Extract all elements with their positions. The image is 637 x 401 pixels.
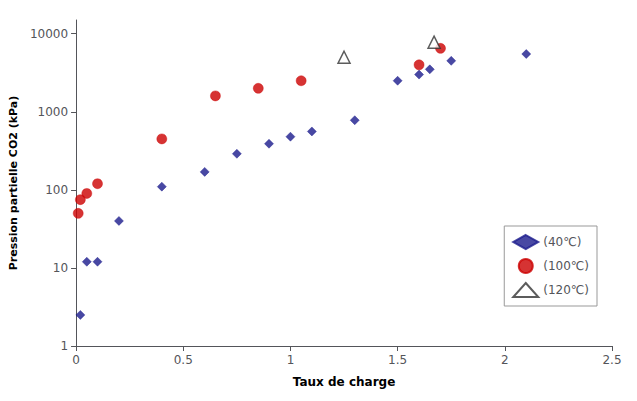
svg-text:(120℃): (120℃) — [543, 283, 589, 297]
svg-text:0: 0 — [72, 353, 80, 367]
svg-text:(100℃): (100℃) — [543, 259, 589, 273]
svg-text:1: 1 — [60, 339, 68, 353]
svg-text:1.5: 1.5 — [388, 353, 407, 367]
svg-text:2: 2 — [501, 353, 509, 367]
svg-text:2.5: 2.5 — [602, 353, 621, 367]
svg-text:10: 10 — [53, 261, 68, 275]
svg-text:1000: 1000 — [38, 105, 69, 119]
svg-text:Pression partielle CO2 (kPa): Pression partielle CO2 (kPa) — [7, 96, 20, 271]
svg-text:0.5: 0.5 — [174, 353, 193, 367]
svg-text:1: 1 — [287, 353, 295, 367]
svg-text:10000: 10000 — [30, 27, 68, 41]
svg-text:Taux de charge: Taux de charge — [293, 375, 396, 389]
svg-text:(40℃): (40℃) — [543, 235, 581, 249]
svg-text:100: 100 — [45, 183, 68, 197]
